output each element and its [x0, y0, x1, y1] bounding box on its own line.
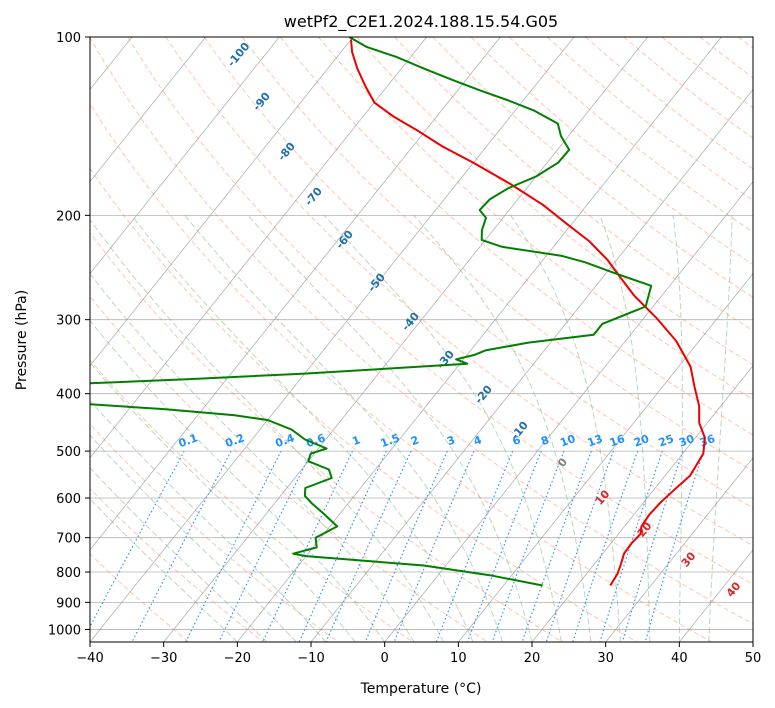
- x-tick-label: −30: [150, 651, 177, 666]
- x-tick-label: 30: [597, 651, 614, 666]
- y-tick-label: 200: [56, 209, 81, 224]
- y-tick-label: 1000: [48, 623, 81, 638]
- y-tick-label: 400: [56, 388, 81, 403]
- x-axis-title: Temperature (°C): [360, 681, 482, 697]
- x-tick-label: 10: [450, 651, 467, 666]
- x-tick-label: 0: [381, 651, 389, 666]
- y-tick-label: 700: [56, 532, 81, 547]
- x-tick-label: 40: [671, 651, 688, 666]
- x-tick-label: −40: [76, 651, 103, 666]
- y-tick-label: 300: [56, 314, 81, 329]
- y-tick-label: 600: [56, 492, 81, 507]
- y-tick-label: 800: [56, 566, 81, 581]
- y-tick-label: 500: [56, 445, 81, 460]
- x-tick-label: 20: [524, 651, 541, 666]
- x-tick-label: 50: [745, 651, 762, 666]
- chart-title: wetPf2_C2E1.2024.188.15.54.G05: [284, 12, 558, 32]
- y-axis-title: Pressure (hPa): [14, 290, 30, 390]
- x-tick-label: −10: [297, 651, 324, 666]
- x-tick-label: −20: [224, 651, 251, 666]
- y-tick-label: 900: [56, 596, 81, 611]
- y-tick-label: 100: [56, 31, 81, 46]
